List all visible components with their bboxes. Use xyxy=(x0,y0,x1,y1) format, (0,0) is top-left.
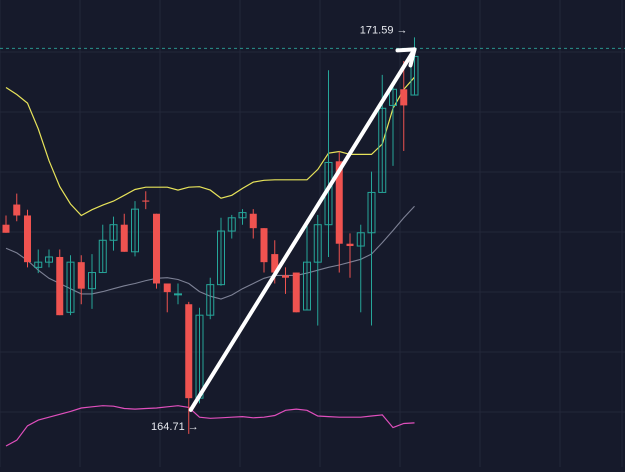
candle-body xyxy=(378,107,387,193)
candle-body xyxy=(313,224,322,263)
lower-indicator-line xyxy=(5,405,415,447)
candle xyxy=(24,209,31,268)
candle xyxy=(249,209,257,239)
candle xyxy=(282,267,289,294)
candle-body xyxy=(400,89,408,106)
candle xyxy=(238,209,247,225)
candle-body xyxy=(206,284,215,316)
candle xyxy=(98,224,107,274)
candle-body xyxy=(185,304,193,399)
candle xyxy=(120,213,128,252)
candle-body xyxy=(34,261,43,268)
candle-body xyxy=(335,161,343,244)
candle-body xyxy=(142,200,150,202)
candle xyxy=(163,283,171,313)
candle-body xyxy=(109,224,118,241)
candle xyxy=(45,249,53,268)
low-price-label: 164.71 → xyxy=(151,421,199,433)
candle-body xyxy=(303,261,311,311)
candle xyxy=(13,193,21,222)
candle xyxy=(367,171,376,326)
candle-body xyxy=(271,254,279,273)
candle xyxy=(56,249,64,316)
candle xyxy=(185,301,193,434)
candle-body xyxy=(56,256,64,316)
candle-body xyxy=(217,230,225,286)
candle-body xyxy=(13,204,21,216)
candle-body xyxy=(249,213,257,229)
candle-body xyxy=(292,272,300,313)
candle-body xyxy=(2,224,10,233)
candle-body xyxy=(163,283,171,293)
candle-body xyxy=(120,224,128,252)
candle-body xyxy=(367,191,376,234)
candle xyxy=(77,255,85,305)
high-price-label: 171.59 → xyxy=(360,24,408,36)
candle xyxy=(34,249,43,274)
candle-body xyxy=(45,256,53,263)
candle-body xyxy=(153,213,160,284)
candle xyxy=(389,81,397,166)
candle-body xyxy=(131,208,139,253)
candle-body xyxy=(98,239,107,274)
candle xyxy=(206,277,215,320)
candle-body xyxy=(24,215,31,263)
candle xyxy=(400,61,408,151)
trend-arrow-head-icon xyxy=(395,47,417,68)
candle xyxy=(260,228,268,273)
candle xyxy=(174,283,182,305)
candle xyxy=(109,216,118,251)
candle xyxy=(292,272,300,313)
candle-body xyxy=(174,293,182,296)
candle xyxy=(356,224,365,313)
upper-band-line xyxy=(5,76,415,217)
candle xyxy=(217,217,225,286)
candle xyxy=(303,218,311,311)
candle xyxy=(227,214,236,239)
candle-body xyxy=(282,275,289,278)
candle-body xyxy=(227,217,236,232)
candle xyxy=(2,215,10,233)
candle xyxy=(131,201,139,257)
candle-body xyxy=(260,228,268,263)
candle xyxy=(66,255,75,316)
trend-arrow-shaft xyxy=(188,47,417,412)
trend-arrow xyxy=(188,47,417,412)
candle xyxy=(346,233,354,278)
candle-body xyxy=(346,243,354,247)
candle-body xyxy=(389,88,397,106)
candle xyxy=(153,213,160,289)
candle-body xyxy=(238,212,247,219)
candle xyxy=(313,214,322,326)
candle xyxy=(142,191,150,210)
candle-body xyxy=(88,272,96,290)
candles xyxy=(2,37,419,434)
candle-body xyxy=(356,232,365,247)
candle xyxy=(378,74,387,193)
candle-body xyxy=(66,261,75,313)
candle-body xyxy=(77,262,85,289)
candle xyxy=(88,254,96,309)
